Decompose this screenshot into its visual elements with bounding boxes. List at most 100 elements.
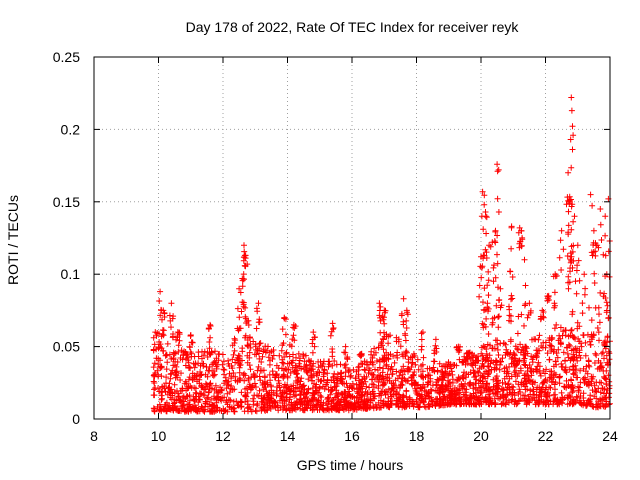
data-point [458, 400, 465, 407]
data-point [304, 405, 311, 412]
data-point [374, 374, 381, 381]
data-point [496, 313, 502, 320]
data-point [252, 341, 259, 348]
data-point [231, 408, 238, 415]
data-point [269, 402, 276, 409]
data-point [169, 315, 176, 322]
data-point [174, 374, 181, 381]
data-point [329, 346, 336, 352]
data-point [604, 387, 611, 393]
data-point [458, 383, 465, 390]
data-point [243, 385, 250, 392]
data-point [377, 317, 384, 324]
data-point [397, 343, 404, 350]
data-point [310, 360, 317, 367]
data-point [196, 390, 203, 397]
data-point [498, 302, 505, 309]
data-point [426, 372, 433, 379]
data-point [301, 358, 308, 365]
data-point [379, 356, 386, 363]
data-point [359, 385, 366, 392]
data-point [253, 346, 259, 353]
data-point [591, 280, 598, 286]
data-point [551, 289, 558, 296]
data-point [221, 380, 228, 387]
data-point [269, 356, 276, 362]
data-point [485, 391, 492, 398]
data-point [376, 404, 383, 411]
data-point [558, 227, 565, 234]
data-point [239, 283, 246, 290]
data-point [284, 373, 291, 380]
data-point [186, 405, 193, 411]
data-point [255, 300, 262, 307]
data-point [467, 382, 474, 389]
data-point [581, 291, 588, 298]
data-point [342, 343, 349, 350]
data-point [273, 362, 280, 369]
data-point [369, 388, 376, 395]
data-point [157, 312, 164, 319]
data-point [565, 169, 572, 176]
data-point [151, 341, 158, 348]
data-point [588, 317, 595, 324]
data-point [603, 402, 610, 409]
data-point [567, 343, 573, 349]
data-point [495, 377, 501, 384]
data-point [580, 390, 587, 397]
data-point [394, 400, 401, 407]
data-point [573, 290, 580, 297]
data-point [591, 270, 598, 277]
data-point [446, 387, 452, 394]
data-point [317, 402, 324, 409]
data-point [264, 400, 270, 407]
data-point [359, 398, 366, 405]
data-point [493, 373, 500, 380]
data-point [495, 166, 502, 173]
data-point [552, 271, 559, 278]
data-point [371, 352, 377, 358]
data-point [185, 406, 192, 413]
data-point [573, 366, 580, 373]
data-point [224, 408, 231, 415]
data-point [330, 397, 336, 404]
data-point [592, 350, 599, 357]
data-point [330, 374, 337, 381]
data-point [256, 387, 263, 394]
data-point [235, 357, 242, 364]
data-point [474, 368, 481, 375]
data-point [256, 347, 263, 354]
data-point [275, 407, 282, 414]
data-point [497, 361, 503, 368]
data-point [402, 337, 409, 344]
data-point [550, 374, 557, 381]
data-point [586, 381, 592, 388]
data-point [536, 389, 543, 396]
data-point [508, 223, 515, 230]
data-point [360, 405, 367, 412]
data-point [568, 203, 575, 210]
data-point [423, 392, 430, 399]
data-point [530, 388, 536, 395]
data-point [416, 391, 422, 397]
data-point [294, 374, 301, 381]
data-point [445, 359, 452, 366]
data-point [226, 363, 233, 369]
data-point [318, 394, 325, 401]
data-point [373, 358, 380, 364]
data-point [566, 200, 573, 207]
data-point [539, 307, 546, 314]
data-point [596, 337, 602, 344]
data-point [380, 346, 387, 353]
data-point [297, 405, 304, 412]
data-point [381, 307, 388, 314]
data-point [571, 334, 578, 341]
data-point [260, 367, 267, 374]
data-point [238, 389, 245, 396]
data-point [487, 243, 494, 250]
data-point [325, 394, 332, 401]
data-point [220, 366, 227, 373]
data-point [340, 406, 347, 413]
data-point [178, 370, 184, 377]
data-point [376, 364, 383, 371]
